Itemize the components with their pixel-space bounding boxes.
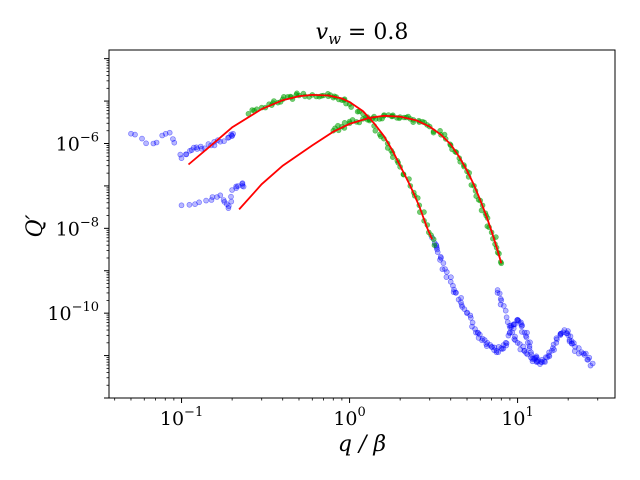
data-point [196, 199, 202, 206]
y-tick-label: 10−10 [47, 300, 99, 325]
series-0-markers [128, 129, 545, 365]
x-axis: 10−1 100 101 [114, 398, 599, 430]
data-point [452, 289, 459, 296]
data-point [348, 104, 355, 110]
data-point [437, 257, 443, 263]
data-point [162, 131, 169, 137]
data-point [221, 138, 227, 144]
data-point [493, 349, 500, 356]
data-point [571, 348, 578, 354]
data-point [214, 194, 220, 200]
data-point [372, 128, 379, 134]
data-point [500, 303, 507, 309]
data-point [178, 202, 185, 209]
data-point [203, 197, 209, 204]
data-point [520, 343, 527, 350]
data-point [476, 331, 483, 338]
data-point [208, 197, 215, 203]
data-point [575, 345, 582, 351]
data-point [434, 249, 441, 255]
data-point [443, 274, 450, 280]
data-point [166, 129, 173, 136]
data-point [178, 155, 185, 161]
svg-text:vw = 0.8: vw = 0.8 [316, 20, 409, 48]
y-axis: 10−10 10−8 10−6 [47, 58, 109, 399]
series-5-fit-line [238, 114, 503, 264]
data-point [503, 314, 510, 321]
data-point [132, 131, 138, 138]
data-point [553, 335, 560, 342]
data-point [546, 353, 553, 360]
data-point [526, 343, 533, 350]
title-subscript: w [328, 30, 341, 48]
data-point [150, 140, 157, 147]
x-axis-label: q / β [338, 432, 386, 457]
y-tick-label: 10−8 [56, 215, 99, 240]
data-point [442, 266, 448, 272]
data-point [431, 242, 438, 248]
axes-frame [108, 49, 616, 399]
data-point [550, 341, 557, 348]
data-point [458, 295, 464, 301]
data-point [546, 349, 552, 356]
data-point [239, 181, 245, 187]
data-point [226, 203, 232, 209]
y-axis-label: Q′ [23, 214, 48, 237]
data-point [537, 361, 543, 367]
series-4-fit-line [187, 93, 433, 240]
data-point [225, 205, 232, 211]
plot-area [108, 49, 616, 399]
data-layer [128, 90, 596, 369]
x-tick-label: 101 [501, 405, 533, 430]
data-point [139, 135, 145, 142]
chart-title: vw = 0.8 [316, 20, 409, 48]
data-point [240, 183, 247, 190]
data-point [557, 330, 564, 337]
data-point [159, 132, 165, 139]
data-point [440, 260, 447, 266]
data-point [585, 356, 591, 363]
data-point [506, 322, 513, 329]
y-tick-label: 10−6 [56, 130, 99, 155]
data-point [153, 139, 160, 146]
data-point [589, 360, 596, 367]
data-point [519, 322, 526, 329]
title-rest: = 0.8 [341, 20, 408, 45]
data-point [183, 151, 190, 158]
data-point [469, 319, 476, 326]
data-point [230, 131, 236, 137]
x-tick-label: 10−1 [160, 405, 203, 430]
data-point [228, 193, 234, 200]
data-point [581, 352, 588, 358]
data-point [509, 329, 516, 336]
data-point [524, 351, 531, 358]
series-1-markers [178, 180, 596, 369]
data-point [228, 198, 235, 205]
data-point [448, 274, 454, 281]
data-point [496, 290, 503, 297]
data-point [217, 192, 224, 199]
data-point [503, 340, 510, 347]
data-point [502, 307, 509, 314]
data-point [171, 139, 178, 146]
data-point [467, 315, 474, 321]
data-point [523, 334, 530, 341]
data-point [498, 297, 505, 304]
data-point [209, 194, 216, 200]
data-point [186, 202, 193, 208]
data-point [511, 336, 518, 342]
data-point [443, 269, 450, 275]
data-point [497, 301, 504, 308]
x-tick-label: 100 [333, 405, 365, 430]
data-point [143, 140, 149, 147]
title-main: v [316, 20, 329, 45]
